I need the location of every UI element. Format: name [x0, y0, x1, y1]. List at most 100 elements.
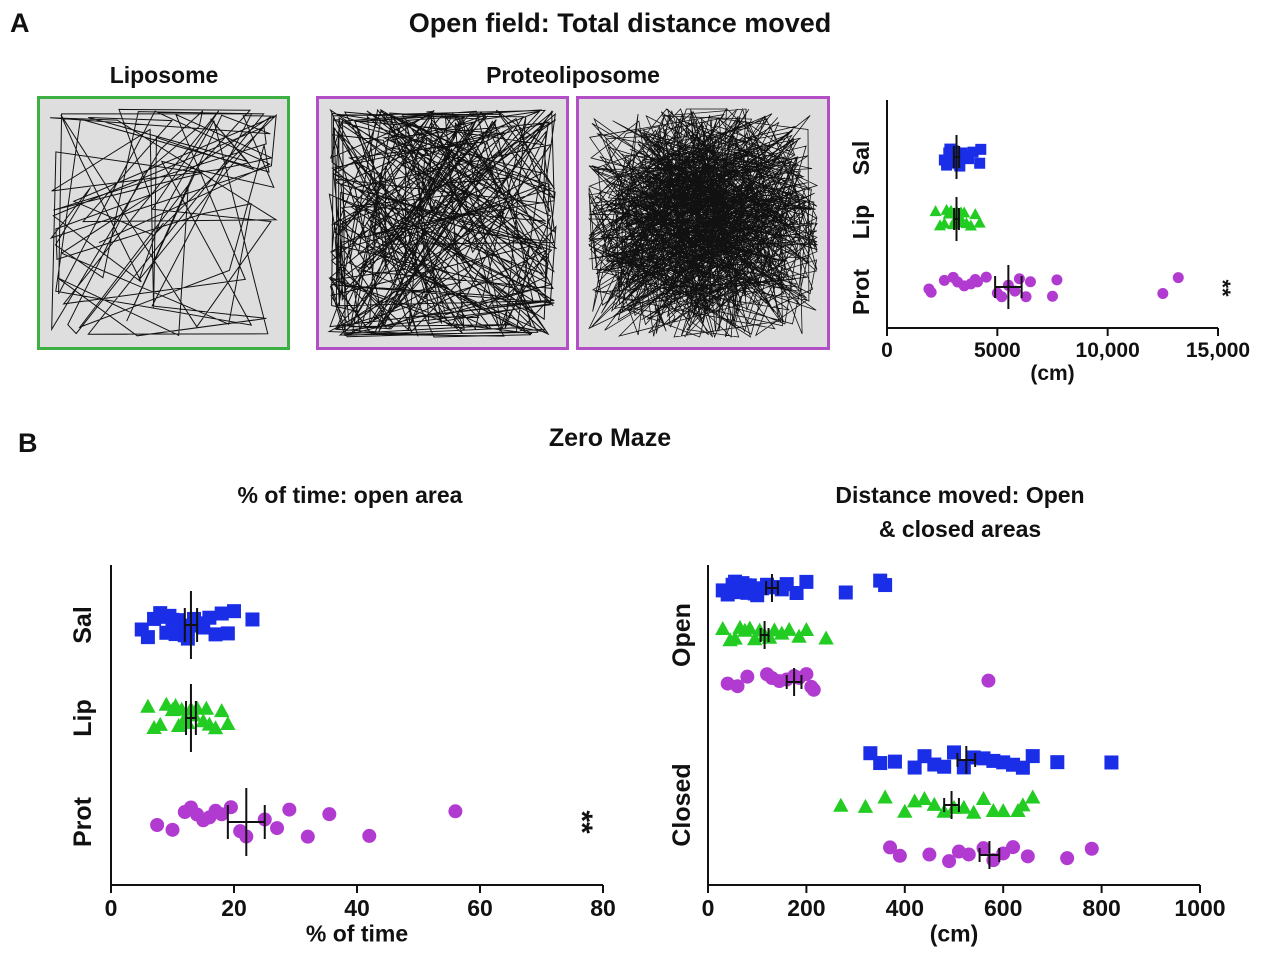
open-field-point [1009, 285, 1021, 297]
open-field-point [1157, 288, 1169, 300]
zero-maze-distance-point [1015, 760, 1030, 775]
zero-maze-time-xtick-label: 0 [105, 895, 118, 921]
zero-maze-distance-point [981, 673, 996, 688]
zero-maze-distance-point [774, 625, 790, 640]
zero-maze-distance-point [877, 789, 893, 804]
zero-maze-distance-point [937, 759, 952, 774]
open-field-point [925, 286, 937, 298]
zero-maze-distance-category-label: Open [668, 603, 696, 667]
zero-maze-distance-point [892, 848, 907, 863]
zero-maze-distance-point [975, 790, 992, 805]
open-field-xtick-label: 10,000 [1076, 339, 1140, 362]
zero-maze-distance-point [907, 760, 922, 775]
zero-maze-time-xtick-label: 60 [467, 895, 493, 921]
zero-maze-distance-point [799, 667, 814, 682]
zero-maze-distance-point [789, 585, 804, 600]
zero-maze-distance-point [926, 796, 943, 811]
zero-maze-left-title: % of time: open area [237, 482, 463, 508]
open-field-point [938, 274, 950, 286]
zero-maze-right-title-line2: & closed areas [878, 516, 1042, 542]
zero-maze-distance-point [883, 840, 898, 855]
zero-maze-distance-point [916, 790, 933, 805]
zero-maze-distance-point [742, 620, 758, 635]
zero-maze-distance-point [818, 630, 834, 645]
zero-maze-distance-point [833, 797, 849, 812]
zero-maze-distance-xtick-label: 400 [886, 895, 924, 921]
open-field-point [1047, 290, 1058, 302]
zero-maze-time-point [202, 610, 217, 625]
panel-b-letter: B [18, 428, 38, 458]
open-field-point [1024, 276, 1036, 288]
open-field-xtick-label: 15,000 [1186, 339, 1250, 362]
liposome-track-image [37, 96, 290, 350]
zero-maze-right-title-line1: Distance moved: Open [835, 482, 1085, 508]
zero-maze-distance-point [740, 669, 755, 684]
open-field-point [1013, 273, 1025, 285]
zero-maze-distance-point [857, 798, 874, 813]
zero-maze-distance-point [730, 679, 745, 694]
zero-maze-distance-point [961, 847, 976, 862]
zero-maze-time-point [322, 807, 337, 822]
zero-maze-time-point [207, 720, 224, 735]
zero-maze-distance-point [965, 804, 982, 819]
zero-maze-time-point [223, 800, 238, 815]
zero-maze-distance-point [747, 631, 763, 646]
open-field-category-label: Prot [848, 269, 874, 315]
open-field-point [963, 153, 975, 165]
zero-maze-distance-point [956, 799, 972, 814]
open-field-point [1051, 274, 1063, 286]
zero-maze-distance-point [897, 803, 913, 818]
track-path [49, 108, 278, 337]
zero-maze-distance-point [995, 803, 1011, 818]
zero-maze-time-category-label: Sal [69, 606, 97, 644]
zero-maze-distance-xtick-label: 800 [1082, 895, 1120, 921]
zero-maze-time-category-label: Prot [69, 796, 97, 847]
zero-maze-time-point [282, 802, 297, 817]
open-field-xtick-label: 5000 [974, 339, 1021, 362]
open-field-point [964, 219, 977, 231]
proteoliposome-track-image-2 [576, 96, 830, 350]
zero-maze-distance-point [873, 756, 888, 771]
open-field-xtick-label: 0 [881, 339, 893, 362]
track-path [587, 107, 819, 339]
zero-maze-time-xtick-label: 20 [221, 895, 247, 921]
zero-maze-distance-point [942, 854, 957, 869]
zero-maze-distance-point [1006, 840, 1021, 855]
open-field-point [974, 157, 986, 169]
zero-maze-distance-point [799, 574, 814, 589]
zero-maze-distance-point [985, 803, 1002, 818]
zero-maze-time-xtick-label: 40 [344, 895, 370, 921]
zero-maze-distance-point [947, 745, 961, 760]
zero-maze-distance-point [727, 630, 743, 645]
panel-a-letter: A [10, 8, 30, 38]
zero-maze-distance-point [838, 585, 853, 600]
panel-b-title: Zero Maze [548, 424, 672, 452]
zero-maze-time-point [362, 828, 377, 843]
zero-maze-distance-point [1084, 841, 1099, 856]
open-field-point [969, 208, 982, 220]
zero-maze-time-point [300, 829, 315, 844]
proteoliposome-track-image-1 [316, 96, 569, 350]
open-field-point [973, 216, 986, 228]
zero-maze-distance-point [1025, 749, 1040, 764]
open-field-point [929, 205, 942, 217]
zero-maze-distance-xtick-label: 600 [984, 895, 1022, 921]
zero-maze-distance-point [1050, 755, 1065, 770]
zero-maze-time-x-axis-label: % of time [306, 920, 408, 946]
proteoliposome-label: Proteoliposome [486, 62, 660, 88]
zero-maze-distance-point [1020, 849, 1035, 864]
zero-maze-time-point [180, 631, 195, 646]
zero-maze-time-point [245, 612, 260, 627]
liposome-label: Liposome [109, 62, 219, 88]
zero-maze-distance-point [878, 578, 893, 593]
zero-maze-distance-point [1015, 797, 1031, 812]
open-field-category-label: Sal [848, 141, 874, 176]
proteoliposome-track-svg-1 [327, 108, 558, 338]
zero-maze-distance-point [946, 799, 962, 814]
zero-maze-distance-point [806, 682, 821, 697]
zero-maze-time-point [140, 698, 156, 713]
open-field-point [1172, 272, 1184, 284]
zero-maze-distance-point [887, 754, 902, 769]
open-field-point [967, 146, 979, 158]
